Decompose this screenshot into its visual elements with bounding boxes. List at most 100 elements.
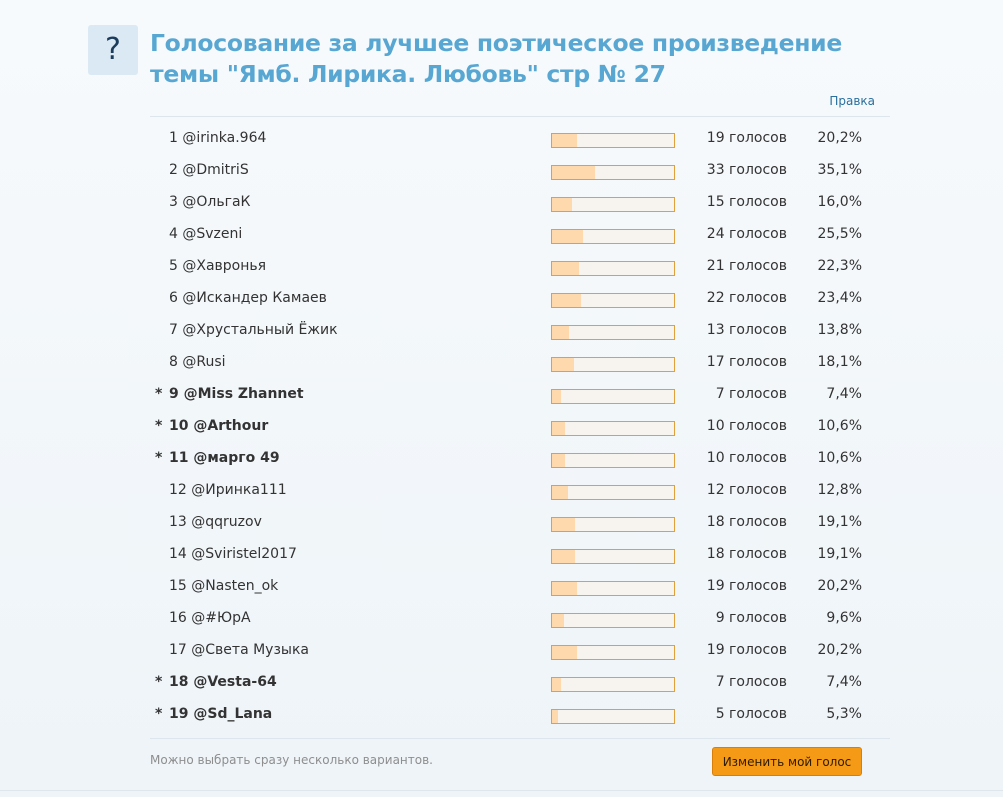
option-name: @Искандер Камаев bbox=[182, 290, 327, 306]
vote-count: 22 голосов bbox=[706, 290, 787, 306]
vote-percent: 7,4% bbox=[826, 674, 862, 690]
vote-count: 10 голосов bbox=[706, 418, 787, 434]
vote-share-bar bbox=[551, 453, 675, 468]
poll-option-row: 1 @irinka.964 19 голосов 20,2% bbox=[150, 123, 890, 155]
option-label: 15 @Nasten_ok bbox=[155, 578, 278, 594]
vote-share-fill bbox=[552, 582, 577, 595]
option-number: 15 bbox=[169, 578, 187, 594]
vote-percent: 35,1% bbox=[817, 162, 862, 178]
option-number: 18 bbox=[169, 674, 189, 690]
option-name: @Vesta-64 bbox=[193, 674, 277, 690]
option-name: @Хрустальный Ёжик bbox=[182, 322, 338, 338]
option-number: 7 bbox=[169, 322, 178, 338]
vote-share-bar bbox=[551, 645, 675, 660]
option-label: 1 @irinka.964 bbox=[155, 130, 266, 146]
option-name: @ОльгаК bbox=[182, 194, 251, 210]
bottom-divider bbox=[150, 738, 890, 739]
vote-count: 18 голосов bbox=[706, 546, 787, 562]
vote-share-fill bbox=[552, 614, 564, 627]
option-name: @Хавронья bbox=[182, 258, 267, 274]
vote-share-bar bbox=[551, 133, 675, 148]
option-number: 19 bbox=[169, 706, 189, 722]
vote-share-fill bbox=[552, 262, 580, 275]
user-vote-marker: * bbox=[155, 674, 163, 690]
option-label: * 9 @Miss Zhannet bbox=[155, 386, 304, 402]
option-label: * 10 @Arthour bbox=[155, 418, 268, 434]
vote-count: 12 голосов bbox=[706, 482, 787, 498]
option-label: 13 @qqruzov bbox=[155, 514, 262, 530]
option-label: 5 @Хавронья bbox=[155, 258, 266, 274]
user-vote-marker: * bbox=[155, 450, 163, 466]
option-number: 5 bbox=[169, 258, 178, 274]
poll-option-row: 7 @Хрустальный Ёжик 13 голосов 13,8% bbox=[150, 315, 890, 347]
poll-option-row: 8 @Rusi 17 голосов 18,1% bbox=[150, 347, 890, 379]
option-name: @Miss Zhannet bbox=[183, 386, 304, 402]
option-label: 8 @Rusi bbox=[155, 354, 226, 370]
vote-share-bar bbox=[551, 229, 675, 244]
vote-percent: 20,2% bbox=[817, 578, 862, 594]
option-name: @Rusi bbox=[182, 354, 226, 370]
vote-share-fill bbox=[552, 230, 584, 243]
option-name: @марго 49 bbox=[193, 450, 280, 466]
option-label: * 18 @Vesta-64 bbox=[155, 674, 277, 690]
vote-share-fill bbox=[552, 486, 568, 499]
vote-percent: 12,8% bbox=[817, 482, 862, 498]
vote-share-bar bbox=[551, 485, 675, 500]
poll-option-row: 5 @Хавронья 21 голосов 22,3% bbox=[150, 251, 890, 283]
poll-option-row: * 9 @Miss Zhannet 7 голосов 7,4% bbox=[150, 379, 890, 411]
option-number: 1 bbox=[169, 130, 178, 146]
vote-share-fill bbox=[552, 390, 562, 403]
vote-percent: 19,1% bbox=[817, 514, 862, 530]
option-label: 3 @ОльгаК bbox=[155, 194, 250, 210]
option-name: @Nasten_ok bbox=[191, 578, 279, 594]
option-label: 17 @Света Музыка bbox=[155, 642, 309, 658]
vote-count: 7 голосов bbox=[715, 386, 787, 402]
poll-option-row: 14 @Sviristel2017 18 голосов 19,1% bbox=[150, 539, 890, 571]
option-name: @Svzeni bbox=[182, 226, 243, 242]
option-label: 12 @Иринка111 bbox=[155, 482, 287, 498]
vote-count: 33 голосов bbox=[706, 162, 787, 178]
option-name: @#ЮрА bbox=[191, 610, 251, 626]
poll-option-row: 16 @#ЮрА 9 голосов 9,6% bbox=[150, 603, 890, 635]
option-name: @Arthour bbox=[193, 418, 269, 434]
vote-share-bar bbox=[551, 613, 675, 628]
vote-share-bar bbox=[551, 421, 675, 436]
user-vote-marker: * bbox=[155, 418, 163, 434]
option-name: @DmitriS bbox=[182, 162, 249, 178]
vote-share-fill bbox=[552, 358, 575, 371]
poll-option-row: * 10 @Arthour 10 голосов 10,6% bbox=[150, 411, 890, 443]
vote-percent: 9,6% bbox=[826, 610, 862, 626]
poll-option-row: 2 @DmitriS 33 голосов 35,1% bbox=[150, 155, 890, 187]
vote-share-bar bbox=[551, 293, 675, 308]
option-number: 13 bbox=[169, 514, 187, 530]
poll-option-row: 15 @Nasten_ok 19 голосов 20,2% bbox=[150, 571, 890, 603]
vote-percent: 20,2% bbox=[817, 642, 862, 658]
vote-percent: 20,2% bbox=[817, 130, 862, 146]
vote-count: 17 голосов bbox=[706, 354, 787, 370]
vote-share-fill bbox=[552, 518, 576, 531]
option-label: 14 @Sviristel2017 bbox=[155, 546, 297, 562]
vote-count: 5 голосов bbox=[715, 706, 787, 722]
poll-option-row: 3 @ОльгаК 15 голосов 16,0% bbox=[150, 187, 890, 219]
vote-share-fill bbox=[552, 678, 562, 691]
vote-share-bar bbox=[551, 197, 675, 212]
option-number: 4 bbox=[169, 226, 178, 242]
option-number: 8 bbox=[169, 354, 178, 370]
vote-share-fill bbox=[552, 294, 581, 307]
vote-share-bar bbox=[551, 165, 675, 180]
vote-percent: 13,8% bbox=[817, 322, 862, 338]
poll-option-row: * 18 @Vesta-64 7 голосов 7,4% bbox=[150, 667, 890, 699]
vote-share-bar bbox=[551, 261, 675, 276]
vote-percent: 7,4% bbox=[826, 386, 862, 402]
option-label: 4 @Svzeni bbox=[155, 226, 242, 242]
change-vote-button[interactable]: Изменить мой голос bbox=[712, 747, 862, 776]
option-name: @Иринка111 bbox=[191, 482, 287, 498]
vote-count: 15 голосов bbox=[706, 194, 787, 210]
option-label: * 19 @Sd_Lana bbox=[155, 706, 272, 722]
vote-share-bar bbox=[551, 677, 675, 692]
user-vote-marker: * bbox=[155, 386, 163, 402]
edit-link[interactable]: Правка bbox=[829, 94, 875, 108]
top-divider bbox=[150, 116, 890, 117]
option-number: 14 bbox=[169, 546, 187, 562]
vote-share-bar bbox=[551, 581, 675, 596]
